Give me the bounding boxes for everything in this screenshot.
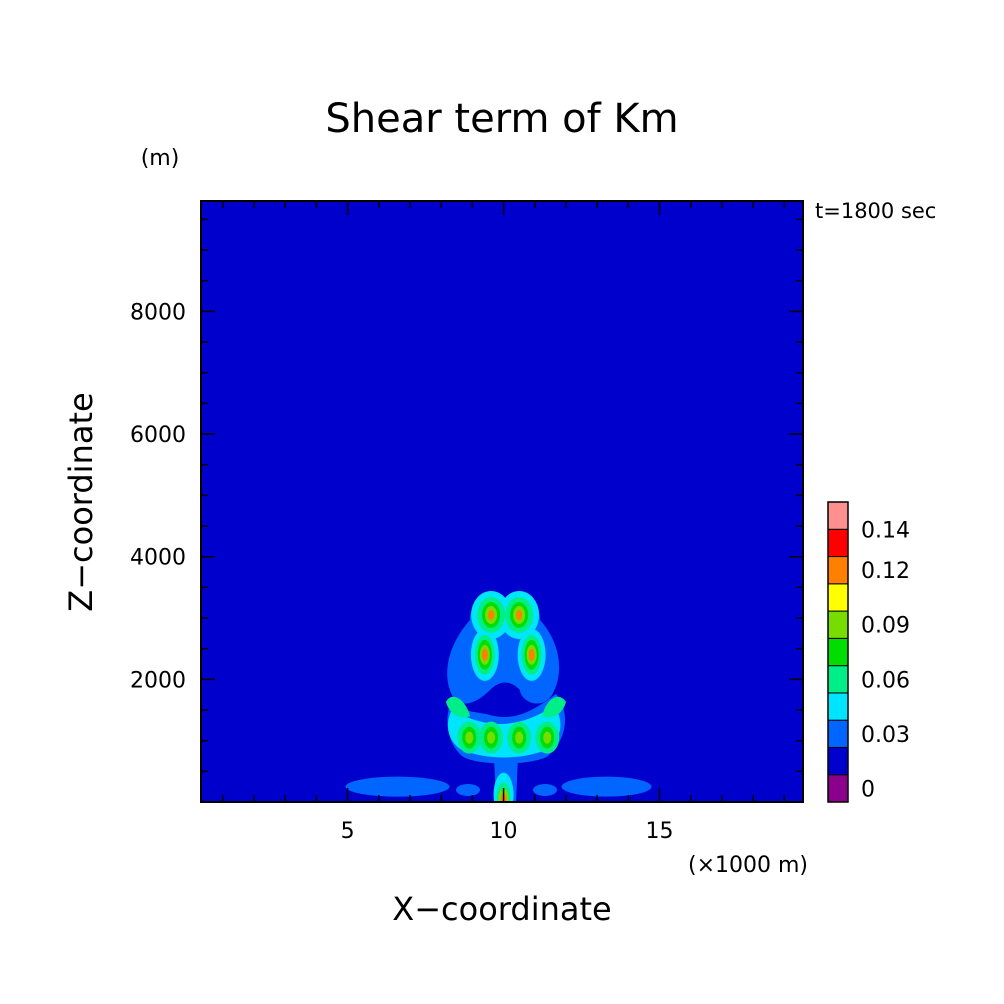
- colorbar-band: [827, 583, 849, 612]
- colorbar-band: [827, 692, 849, 721]
- x-tick-label: 10: [490, 819, 518, 844]
- colorbar-band: [827, 746, 849, 776]
- colorbar-band: [827, 556, 849, 585]
- y-tick-label: 4000: [130, 546, 186, 571]
- lower-core: [465, 731, 474, 744]
- y-tick-labels: 2000 4000 6000 8000: [130, 300, 186, 693]
- feature-core: [516, 609, 523, 620]
- surface-patch: [533, 784, 557, 796]
- colorbar-label: 0.09: [861, 614, 910, 639]
- x-tick-label: 15: [646, 819, 674, 844]
- time-label: t=1800 sec: [815, 199, 936, 223]
- surface-patch: [456, 784, 480, 796]
- colorbar-frame: [827, 501, 849, 803]
- colorbar-label: 0: [861, 777, 875, 802]
- y-tick-label: 8000: [130, 300, 186, 325]
- colorbar-band: [827, 528, 849, 558]
- plot-background: [201, 201, 803, 802]
- colorbar-label: 0.03: [861, 723, 910, 748]
- feature-core: [528, 648, 535, 661]
- colorbar-band: [827, 610, 849, 639]
- colorbar-band: [827, 501, 849, 530]
- x-unit-label: (×1000 m): [688, 853, 808, 878]
- lower-core-edge: [542, 696, 566, 718]
- x-tick-labels: 5 10 15: [341, 819, 674, 844]
- y-axis-label: Z−coordinate: [62, 392, 100, 611]
- lower-core: [487, 731, 496, 744]
- colorbar-label: 0.06: [861, 668, 910, 693]
- surface-right-lobe: [561, 776, 652, 797]
- feature-core: [488, 609, 495, 620]
- chart-title: Shear term of Km: [325, 96, 678, 142]
- colorbar-band: [827, 719, 849, 748]
- surface-left-lobe: [345, 776, 450, 797]
- colorbar-band: [827, 665, 849, 694]
- contour-field: [345, 590, 652, 802]
- colorbar: 0 0.03 0.06 0.09 0.12 0.14: [827, 501, 910, 803]
- colorbar-band: [827, 637, 849, 667]
- x-axis-label: X−coordinate: [392, 890, 611, 928]
- lower-core: [543, 731, 552, 744]
- colorbar-label: 0.12: [861, 559, 910, 584]
- x-tick-label: 5: [341, 819, 355, 844]
- y-tick-label: 6000: [130, 423, 186, 448]
- lower-core: [515, 731, 524, 744]
- feature-core: [481, 648, 488, 661]
- colorbar-label: 0.14: [861, 518, 910, 543]
- axis-ticks: [201, 201, 803, 802]
- colorbar-band: [827, 774, 849, 803]
- y-tick-label: 2000: [130, 668, 186, 693]
- y-unit-label: (m): [141, 146, 180, 171]
- lower-core-edge: [446, 696, 470, 718]
- plot-frame: [200, 200, 804, 803]
